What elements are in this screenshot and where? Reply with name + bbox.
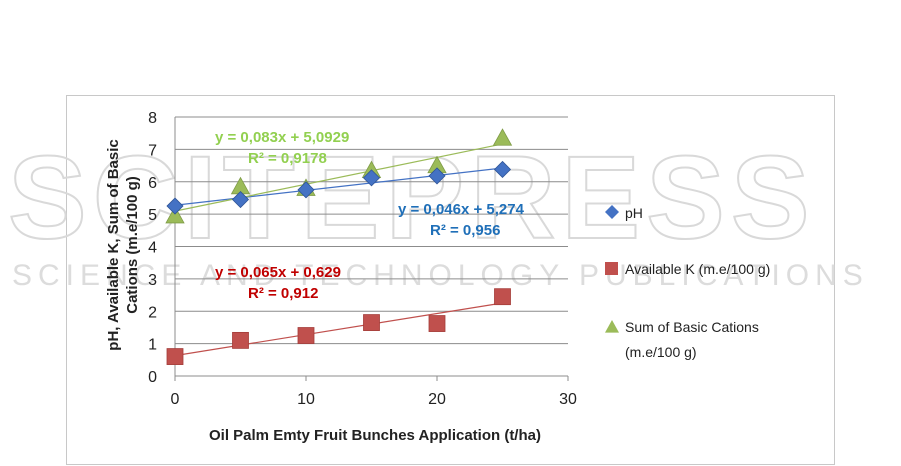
- x-tick-label: 20: [428, 391, 446, 408]
- available-k-point: [363, 314, 380, 331]
- ph-point: [362, 169, 381, 187]
- available-k-point: [232, 331, 249, 349]
- available-k-equation: y = 0,065x + 0,629 R² = 0,912: [215, 264, 341, 302]
- ph-point: [166, 197, 184, 215]
- x-tick-label: 30: [559, 391, 577, 408]
- legend-item-available-k: Available K (m.e/100 g): [605, 261, 770, 277]
- watermark: SCITEPRESS SCIENCE AND TECHNOLOGY PUBLIC…: [7, 131, 869, 292]
- sum-cations-trendline: [174, 143, 503, 212]
- legend-triangle-icon: [605, 320, 619, 333]
- available-k-point: [166, 348, 184, 365]
- y-tick-label: 8: [148, 110, 157, 127]
- legend-item-sum-cations: Sum of Basic Cations (m.e/100 g): [605, 319, 759, 360]
- y-axis-title: pH, Available K, Sum of Basic Cations (m…: [105, 139, 141, 350]
- watermark-subtext: SCIENCE AND TECHNOLOGY PUBLICATIONS: [12, 259, 869, 292]
- axes: [174, 117, 569, 381]
- data-markers: [165, 128, 513, 365]
- ph-point: [493, 160, 512, 179]
- y-tick-label: 4: [148, 240, 157, 257]
- legend-label-available-k: Available K (m.e/100 g): [625, 261, 770, 277]
- y-tick-label: 0: [148, 369, 157, 386]
- chart-frame: [66, 95, 835, 465]
- available-k-r2-text: R² = 0,912: [248, 285, 318, 302]
- y-tick-labels: 0 1 2 3 4 5 6 7 8: [148, 110, 157, 386]
- trendlines: [174, 143, 503, 357]
- x-axis-title: Oil Palm Emty Fruit Bunches Application …: [209, 427, 541, 444]
- available-k-point: [428, 315, 446, 332]
- x-tick-label: 0: [171, 391, 180, 408]
- y-axis-title-line-1: pH, Available K, Sum of Basic: [105, 139, 122, 350]
- available-k-equation-text: y = 0,065x + 0,629: [215, 264, 341, 281]
- gridlines: [175, 116, 568, 345]
- watermark-text: SCITEPRESS: [8, 132, 816, 264]
- ph-equation: y = 0,046x + 5,274 R² = 0,956: [398, 201, 525, 239]
- ph-point: [428, 167, 446, 185]
- legend-label-ph: pH: [625, 205, 643, 221]
- sum-cations-equation: y = 0,083x + 5,0929 R² = 0,9178: [215, 129, 349, 167]
- sum-cations-point: [165, 205, 185, 224]
- legend-item-ph: pH: [605, 205, 643, 221]
- legend-label-sum-cations-line-2: (m.e/100 g): [625, 344, 697, 360]
- legend-square-icon: [605, 262, 618, 275]
- y-tick-label: 1: [148, 337, 157, 354]
- ph-point: [231, 190, 250, 209]
- ph-equation-text: y = 0,046x + 5,274: [398, 201, 525, 218]
- y-tick-label: 6: [148, 175, 157, 192]
- ph-r2-text: R² = 0,956: [430, 222, 500, 239]
- legend-label-sum-cations-line-1: Sum of Basic Cations: [625, 319, 759, 335]
- sum-cations-r2-text: R² = 0,9178: [248, 150, 327, 167]
- available-k-point: [297, 327, 315, 344]
- available-k-point: [494, 288, 511, 306]
- legend-diamond-icon: [605, 205, 619, 219]
- y-tick-label: 7: [148, 142, 157, 159]
- y-tick-label: 2: [148, 304, 157, 321]
- ph-point: [297, 181, 315, 199]
- available-k-trendline: [174, 302, 503, 357]
- x-tick-labels: 0 10 20 30: [171, 391, 577, 408]
- sum-cations-point: [492, 128, 513, 146]
- y-axis-title-line-2: Cations (m.e/100 g): [124, 176, 141, 314]
- x-tick-label: 10: [297, 391, 315, 408]
- legend: pH Available K (m.e/100 g) Sum of Basic …: [605, 205, 770, 360]
- y-tick-label: 3: [148, 272, 157, 289]
- ph-trendline: [174, 167, 503, 206]
- y-tick-label: 5: [148, 207, 157, 224]
- sum-cations-equation-text: y = 0,083x + 5,0929: [215, 129, 349, 146]
